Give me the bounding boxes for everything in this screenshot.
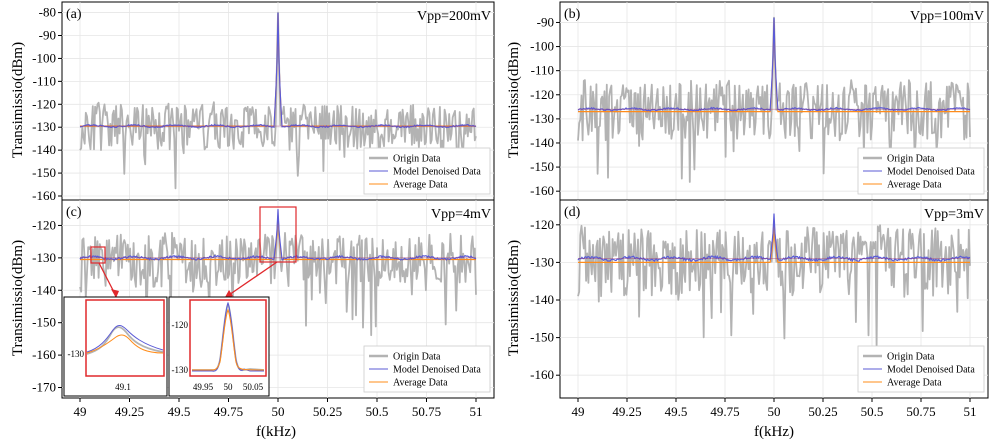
panel-b-series-model — [577, 17, 971, 112]
panel-a-ytick-label: -140 — [32, 142, 56, 157]
panel-c-xtick-label: 49 — [74, 404, 87, 419]
panel-b: -90 -100 -110 -120 -130 -140 -150 -160 Origin Da… — [530, 1, 989, 201]
panel-b-ytick-label: -160 — [530, 183, 554, 198]
zoom-arrow-right — [225, 261, 278, 298]
panel-a-ytick-label: -110 — [33, 73, 56, 88]
panel-d-vpp: Vpp=3mV — [924, 207, 984, 222]
panel-a-vpp: Vpp=200mV — [417, 9, 491, 24]
panel-c-ytick-label: -170 — [32, 380, 56, 395]
panel-d-xtick-label: 50 — [768, 404, 781, 419]
inset-right-model — [192, 301, 264, 372]
panel-c-xtick-label: 49.25 — [115, 404, 144, 419]
panel-b-legend-label: Average Data — [887, 180, 942, 191]
panel-d-ytick-label: -120 — [530, 217, 554, 232]
panel-d-label: (d) — [564, 205, 581, 220]
inset-left-model — [86, 325, 164, 353]
panel-a-ytick-label: -160 — [32, 188, 56, 203]
panel-b-ytick-label: -150 — [530, 159, 554, 174]
panel-c-xtick-label: 49.75 — [214, 404, 243, 419]
panel-a-ytick-label: -80 — [39, 5, 56, 20]
panel-c-xtick-label: 49.5 — [168, 404, 191, 419]
panel-c-xtick-label: 50.75 — [412, 404, 441, 419]
panel-d-legend-label: Model Denoised Data — [887, 365, 975, 376]
panel-c-legend-label: Model Denoised Data — [393, 365, 481, 376]
inset-left-frame — [85, 299, 165, 377]
zoom-box-right — [259, 206, 297, 263]
panel-a-legend-label: Origin Data — [393, 154, 441, 165]
panel-a-ytick-label: -100 — [32, 50, 56, 65]
panel-c-ytick-label: -130 — [32, 250, 56, 265]
panel-a-label: (a) — [66, 7, 82, 22]
panel-d-xlabel: f(kHz) — [754, 424, 794, 440]
panel-a-ytick-label: -90 — [39, 28, 56, 43]
panel-c-vpp: Vpp=4mV — [431, 207, 491, 222]
panel-d-xtick-label: 49.75 — [710, 404, 739, 419]
panel-c-ytick-label: -140 — [32, 282, 56, 297]
panel-b-ytick-label: -140 — [530, 135, 554, 150]
panel-d-xtick-label: 50.75 — [906, 404, 935, 419]
panel-c-ytick-label: -160 — [32, 347, 56, 362]
panel-b-legend-label: Origin Data — [887, 154, 935, 165]
panel-b-ytick-label: -100 — [530, 39, 554, 54]
panel-c-ytick-label: -150 — [32, 315, 56, 330]
panel-c-xtick-label: 50.25 — [313, 404, 342, 419]
panel-c-xlabel: f(kHz) — [256, 424, 296, 440]
panel-a-legend-label: Average Data — [393, 180, 448, 191]
panel-b-label: (b) — [564, 7, 581, 22]
panel-a-ytick-label: -120 — [32, 96, 56, 111]
panel-b-ytick-label: -130 — [530, 111, 554, 126]
panel-c-legend-label: Average Data — [393, 378, 448, 389]
inset-right-xtick: 50 — [224, 382, 234, 392]
inset-left-average — [86, 334, 164, 354]
panel-a-legend-label: Model Denoised Data — [393, 167, 481, 178]
panel-b-ytick-label: -110 — [531, 63, 554, 78]
panel-c-label: (c) — [66, 205, 82, 220]
panel-a-ytick-label: -150 — [32, 165, 56, 180]
panel-c-legend-label: Origin Data — [393, 352, 441, 363]
panel-d-ytick-label: -140 — [530, 292, 554, 307]
zoom-arrowhead-left — [111, 289, 119, 298]
panel-b-legend-label: Model Denoised Data — [887, 167, 975, 178]
panel-d-legend-label: Average Data — [887, 378, 942, 389]
zoom-box-left — [90, 246, 106, 264]
panel-c-xtick-label: 50 — [272, 404, 285, 419]
panel-d-xtick-label: 49.5 — [665, 404, 688, 419]
panel-c-ylabel: Transimissio(dBm) — [10, 240, 26, 356]
inset-right-xtick: 49.95 — [193, 382, 214, 392]
panel-a-series-model — [79, 12, 477, 129]
panel-d-xtick-label: 49.25 — [612, 404, 641, 419]
panel-d-ytick-label: -160 — [530, 367, 554, 382]
inset-right-ytick: -130 — [172, 365, 189, 375]
panel-c-xtick-label: 51 — [470, 404, 483, 419]
panel-c-ytick-label: -120 — [32, 217, 56, 232]
inset-right-average — [192, 308, 265, 371]
panel-d-ylabel: Transimissio(dBm) — [506, 240, 522, 356]
inset-right — [168, 296, 270, 397]
panel-b-ytick-label: -120 — [530, 87, 554, 102]
inset-right-ytick: -120 — [172, 320, 189, 330]
panel-a-ytick-label: -130 — [32, 119, 56, 134]
inset-right-xtick: 50.05 — [243, 382, 264, 392]
panel-d-xtick-label: 50.5 — [861, 404, 884, 419]
panel-b-vpp: Vpp=100mV — [910, 9, 984, 24]
panel-b-ylabel: Transimissio(dBm) — [506, 42, 522, 158]
panel-a-ylabel: Transimissio(dBm) — [10, 42, 26, 158]
panel-c: -120 -130 -140 -150 -160 -170 49 49.25 49.5 49.75… — [32, 199, 495, 419]
panel-d-ytick-label: -130 — [530, 254, 554, 269]
inset-left — [63, 296, 168, 397]
inset-left-xtick: 49.1 — [115, 382, 131, 392]
inset-left-ytick: -130 — [68, 349, 85, 359]
panel-b-ytick-label: -90 — [537, 14, 554, 29]
panel-d: -120 -130 -140 -150 -160 49 49.25 49.5 49.75 50 50… — [530, 199, 989, 419]
panel-d-xtick-label: 49 — [572, 404, 585, 419]
panel-a: -80 -90 -100 -110 -120 -130 -140 -150 -160 Origin… — [32, 1, 495, 203]
panel-d-ytick-label: -150 — [530, 330, 554, 345]
panel-d-xtick-label: 50.25 — [808, 404, 837, 419]
inset-right-frame — [189, 299, 267, 377]
panel-d-xtick-label: 51 — [964, 404, 977, 419]
panel-d-legend-label: Origin Data — [887, 352, 935, 363]
panel-c-xtick-label: 50.5 — [366, 404, 389, 419]
